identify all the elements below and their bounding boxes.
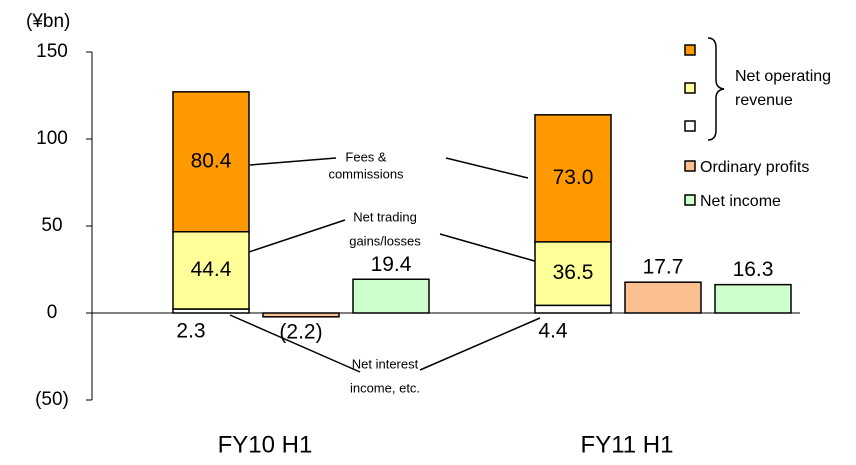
legend-label: Net income — [700, 193, 781, 210]
callout-line — [229, 314, 361, 373]
stack-segment — [534, 241, 612, 307]
y-tick-label: 50 — [41, 215, 62, 236]
legend-swatch — [684, 82, 696, 94]
bar — [262, 312, 340, 318]
legend-swatch — [684, 120, 696, 132]
value-label: 73.0 — [553, 166, 594, 189]
value-label: 4.4 — [538, 320, 568, 343]
value-label: 16.3 — [733, 258, 774, 281]
callout-line — [445, 157, 529, 179]
y-tick-label: 100 — [36, 128, 68, 149]
y-tick-label: 150 — [36, 41, 68, 62]
annotation: commissions — [328, 166, 404, 181]
bar — [624, 281, 702, 314]
legend-label: Net operating — [735, 68, 831, 85]
x-tick-label: FY11 H1 — [581, 431, 674, 458]
callout-line — [242, 219, 346, 255]
value-label: 19.4 — [371, 253, 412, 276]
legend-swatch — [684, 44, 696, 56]
callout-line — [249, 157, 337, 166]
unit-label: (¥bn) — [26, 11, 70, 32]
value-label: 44.4 — [191, 258, 232, 281]
stack-segment — [534, 304, 612, 314]
value-label: 17.7 — [643, 256, 684, 279]
stack-segment — [172, 91, 250, 233]
annotation: Net trading — [353, 209, 417, 224]
legend-label: revenue — [735, 92, 793, 109]
value-label: 80.4 — [191, 149, 232, 172]
bar — [352, 278, 430, 314]
legend-swatch — [684, 194, 696, 206]
legend-brace — [707, 37, 725, 141]
y-tick-label: (50) — [35, 389, 69, 410]
value-label: 36.5 — [553, 261, 594, 284]
annotation: gains/losses — [349, 233, 421, 248]
annotation: income, etc. — [350, 380, 420, 395]
bar — [714, 283, 792, 314]
legend-label: Ordinary profits — [700, 159, 809, 176]
stack-segment — [534, 114, 612, 243]
value-label: 2.3 — [176, 320, 205, 343]
value-label: (2.2) — [279, 321, 322, 344]
callout-line — [419, 317, 541, 371]
annotation: Fees & — [345, 149, 387, 164]
y-tick-label: 0 — [47, 302, 58, 323]
x-tick-label: FY10 H1 — [218, 431, 313, 458]
legend-swatch — [684, 160, 696, 172]
annotation: Net interest — [352, 356, 419, 371]
callout-line — [439, 233, 539, 263]
